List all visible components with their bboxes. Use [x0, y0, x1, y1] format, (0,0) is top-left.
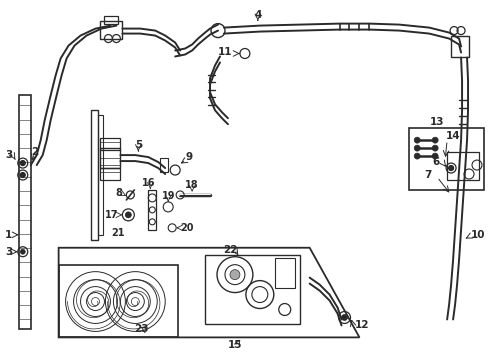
Circle shape: [413, 153, 419, 159]
Text: 3: 3: [5, 247, 12, 257]
Text: 4: 4: [254, 10, 261, 20]
Circle shape: [431, 137, 437, 143]
Text: 3: 3: [5, 150, 12, 160]
Circle shape: [20, 249, 25, 254]
Bar: [446, 152, 478, 180]
Bar: [450, 36, 468, 58]
Circle shape: [229, 270, 240, 280]
Text: 8: 8: [115, 188, 122, 198]
Text: 19: 19: [161, 191, 175, 201]
Bar: [104, 15, 118, 24]
Text: 5: 5: [134, 140, 142, 150]
Text: 22: 22: [222, 245, 237, 255]
Text: 21: 21: [111, 228, 125, 238]
Bar: [274, 258, 294, 288]
Text: 20: 20: [180, 223, 193, 233]
Circle shape: [125, 212, 131, 218]
Circle shape: [20, 161, 25, 166]
Text: 2: 2: [31, 147, 39, 157]
Circle shape: [447, 166, 453, 171]
Text: 14: 14: [445, 131, 460, 141]
Text: 18: 18: [185, 180, 199, 190]
Circle shape: [431, 145, 437, 151]
Bar: [100, 148, 120, 168]
Text: 11: 11: [217, 48, 231, 58]
Text: 9: 9: [185, 152, 192, 162]
Bar: [148, 190, 156, 230]
Circle shape: [431, 153, 437, 159]
Bar: [100, 21, 122, 39]
Text: 13: 13: [429, 117, 444, 127]
Bar: [98, 115, 103, 235]
Bar: [100, 168, 120, 180]
Text: 23: 23: [134, 324, 148, 334]
Text: 15: 15: [227, 340, 242, 350]
Text: 17: 17: [105, 210, 118, 220]
Bar: [19, 95, 31, 329]
Circle shape: [413, 137, 419, 143]
Bar: [100, 138, 120, 150]
Circle shape: [341, 315, 347, 320]
Circle shape: [413, 145, 419, 151]
Text: 12: 12: [354, 320, 368, 330]
Bar: [90, 110, 98, 240]
Text: 16: 16: [141, 178, 155, 188]
Bar: [408, 128, 483, 190]
Bar: [204, 255, 299, 324]
Text: 1: 1: [5, 230, 12, 240]
Text: 6: 6: [431, 157, 438, 167]
Bar: [160, 158, 168, 172]
Circle shape: [20, 172, 25, 177]
Text: 7: 7: [423, 170, 430, 180]
Text: 10: 10: [470, 230, 485, 240]
Bar: [59, 265, 178, 337]
